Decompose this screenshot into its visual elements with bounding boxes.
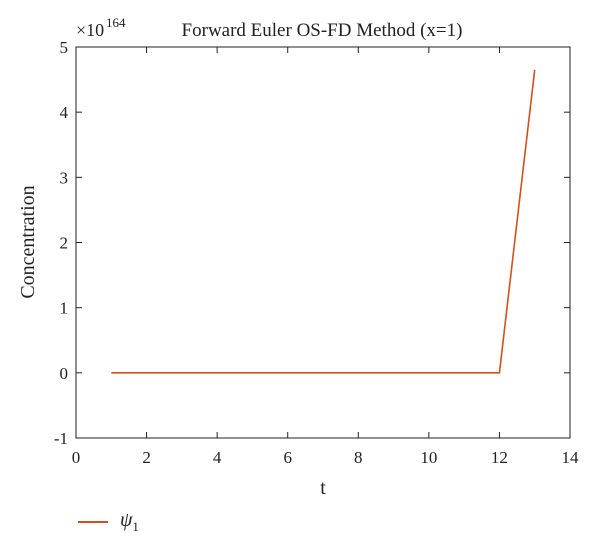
x-tick-label: 6 bbox=[283, 448, 292, 467]
x-tick-label: 8 bbox=[354, 448, 363, 467]
y-scale-base: ×10 bbox=[76, 20, 104, 40]
x-tick-label: 0 bbox=[72, 448, 81, 467]
y-axis-ticks: -1 0 1 2 3 4 5 bbox=[54, 38, 570, 448]
series-layer bbox=[111, 69, 536, 374]
y-tick-label: 2 bbox=[60, 234, 69, 253]
legend-line-swatch bbox=[78, 521, 108, 523]
y-axis-label: Concentration bbox=[17, 185, 39, 298]
x-tick-label: 14 bbox=[562, 448, 580, 467]
legend-symbol: ψ bbox=[120, 509, 133, 531]
y-tick-label: 0 bbox=[60, 364, 69, 383]
x-tick-label: 12 bbox=[491, 448, 508, 467]
x-axis-ticks: 0 2 4 6 8 10 12 14 bbox=[72, 47, 579, 467]
x-tick-label: 10 bbox=[420, 448, 437, 467]
y-tick-label: 4 bbox=[60, 103, 69, 122]
y-tick-label: -1 bbox=[54, 429, 68, 448]
plot-area-frame bbox=[75, 46, 571, 439]
x-tick-label: 2 bbox=[142, 448, 151, 467]
legend-subscript: 1 bbox=[132, 519, 139, 534]
legend: ψ1 bbox=[78, 508, 139, 536]
series-line-psi1 bbox=[111, 69, 536, 374]
y-tick-label: 5 bbox=[60, 38, 69, 57]
chart-title: Forward Euler OS-FD Method (x=1) bbox=[182, 20, 463, 41]
legend-label: ψ1 bbox=[120, 509, 139, 535]
x-axis-label: t bbox=[320, 477, 326, 499]
y-tick-label: 3 bbox=[60, 168, 69, 187]
y-scale-exponent: 164 bbox=[106, 15, 126, 30]
x-tick-label: 4 bbox=[213, 448, 222, 467]
y-tick-label: 1 bbox=[60, 299, 69, 318]
